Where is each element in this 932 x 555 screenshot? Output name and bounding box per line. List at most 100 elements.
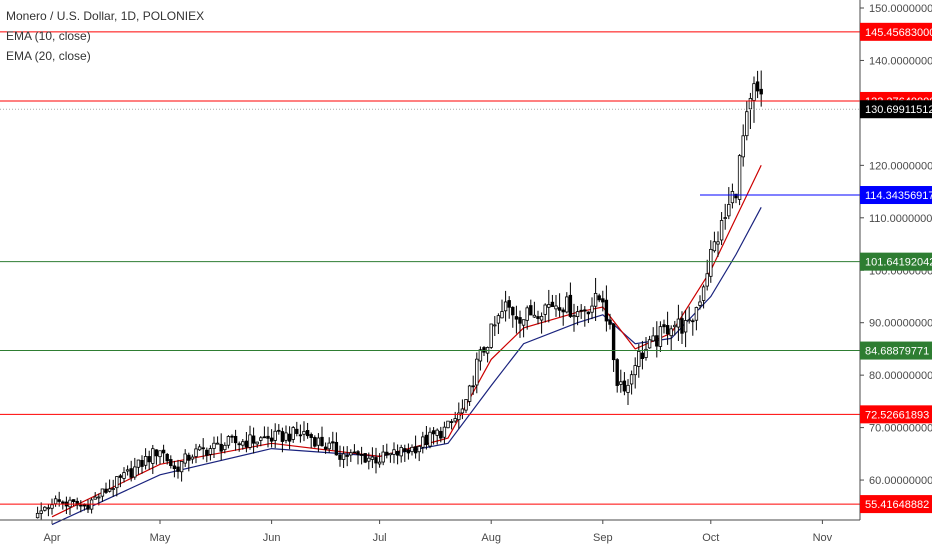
candle-body bbox=[107, 488, 112, 492]
candle-body bbox=[111, 488, 115, 490]
candle-body bbox=[291, 427, 295, 440]
candle bbox=[248, 425, 252, 450]
price-tick-label: 60.00000000 bbox=[869, 475, 932, 487]
candle bbox=[431, 427, 436, 445]
candle-body bbox=[651, 335, 655, 342]
candle-body bbox=[356, 451, 360, 455]
candle-body bbox=[255, 441, 259, 445]
candle bbox=[327, 437, 331, 453]
candle-body bbox=[507, 300, 511, 308]
candle-body bbox=[644, 348, 648, 358]
candle bbox=[151, 444, 155, 474]
candle-body bbox=[723, 217, 727, 219]
candle bbox=[345, 446, 349, 467]
candle-body bbox=[424, 434, 429, 445]
candle bbox=[676, 304, 681, 342]
candle-body bbox=[755, 81, 760, 92]
candle-body bbox=[219, 443, 223, 452]
time-tick-label: Aug bbox=[481, 532, 501, 544]
candle-body bbox=[752, 83, 756, 101]
candle-body bbox=[694, 307, 699, 321]
candle-body bbox=[709, 248, 713, 277]
candle-body bbox=[53, 498, 58, 505]
symbol-title[interactable]: Monero / U.S. Dollar, 1D, POLONIEX bbox=[6, 9, 205, 23]
candle bbox=[111, 479, 115, 497]
candle-body bbox=[316, 437, 321, 446]
candle-body bbox=[327, 442, 331, 450]
candle-body bbox=[601, 298, 605, 303]
candle bbox=[259, 436, 263, 447]
candle-body bbox=[277, 429, 281, 432]
price-line-label: 84.68879771 bbox=[860, 341, 932, 360]
candle-body bbox=[449, 421, 454, 423]
candle-body bbox=[691, 320, 695, 323]
candle-body bbox=[100, 488, 105, 497]
candle bbox=[395, 444, 400, 465]
candle bbox=[359, 446, 364, 465]
candle bbox=[122, 467, 126, 483]
time-axis[interactable]: Apr May Jun Jul Aug Sep Oct Nov bbox=[0, 519, 860, 544]
candle-body bbox=[514, 316, 519, 320]
candle bbox=[439, 426, 443, 443]
candle bbox=[601, 290, 605, 312]
candle-body bbox=[557, 307, 562, 311]
candle bbox=[125, 465, 130, 476]
candle-body bbox=[226, 436, 231, 446]
candle bbox=[694, 306, 699, 331]
candle-body bbox=[543, 304, 547, 315]
ema-10-legend[interactable]: EMA (10, close) bbox=[6, 29, 91, 43]
candle bbox=[183, 449, 187, 467]
candle-body bbox=[75, 500, 79, 506]
candle bbox=[320, 426, 324, 447]
candle-body bbox=[194, 448, 198, 457]
candle bbox=[683, 310, 688, 348]
candle bbox=[539, 312, 544, 334]
candle bbox=[421, 431, 425, 454]
candle-body bbox=[583, 309, 587, 312]
candle-body bbox=[633, 365, 637, 376]
candle-body bbox=[640, 352, 645, 360]
candle bbox=[716, 231, 720, 257]
candle bbox=[349, 449, 353, 462]
candle-body bbox=[179, 461, 184, 473]
price-lines[interactable] bbox=[0, 31, 860, 505]
candle-body bbox=[341, 453, 346, 460]
candle-body bbox=[201, 447, 205, 450]
time-tick-label: May bbox=[150, 532, 171, 544]
candle bbox=[572, 303, 576, 332]
candle bbox=[500, 299, 504, 319]
candle bbox=[266, 426, 270, 448]
candle bbox=[651, 327, 655, 342]
candle-body bbox=[478, 349, 483, 362]
candle bbox=[46, 504, 51, 517]
candle bbox=[410, 444, 414, 456]
candle-body bbox=[309, 434, 313, 438]
candle bbox=[201, 438, 205, 460]
candle bbox=[586, 311, 591, 324]
price-label-text: 84.68879771 bbox=[865, 346, 929, 358]
candle bbox=[53, 495, 58, 507]
candle-body bbox=[323, 446, 328, 450]
candle-body bbox=[280, 431, 285, 442]
candle-body bbox=[43, 506, 47, 511]
candle-body bbox=[363, 453, 367, 463]
candle-body bbox=[133, 466, 137, 478]
candle bbox=[35, 506, 40, 519]
price-label-bg bbox=[860, 22, 932, 41]
candle-body bbox=[615, 359, 619, 386]
candle bbox=[734, 193, 738, 204]
candle bbox=[655, 321, 659, 358]
candle-body bbox=[608, 319, 612, 325]
candle-body bbox=[367, 457, 371, 462]
candle-body bbox=[165, 453, 169, 462]
ema-20-legend[interactable]: EMA (20, close) bbox=[6, 49, 91, 63]
candle-body bbox=[637, 351, 641, 367]
candle-body bbox=[629, 374, 634, 385]
candle-body bbox=[676, 318, 681, 328]
price-label-bg bbox=[860, 495, 932, 514]
candle-body bbox=[345, 455, 349, 457]
price-label-bg bbox=[860, 341, 932, 360]
candle bbox=[597, 293, 601, 303]
